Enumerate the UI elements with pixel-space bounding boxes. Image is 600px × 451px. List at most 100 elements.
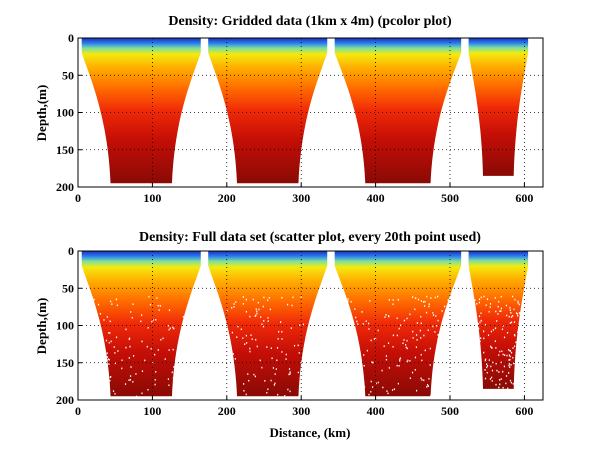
scatter-gap-point [306,331,308,334]
scatter-gap-point [490,365,492,368]
scatter-gap-point [453,385,455,388]
scatter-gap-point [313,366,315,369]
scatter-gap-point [218,343,220,346]
scatter-gap-point [508,359,510,361]
scatter-gap-point [281,351,283,353]
scatter-gap-point [374,338,377,340]
scatter-gap-point [173,366,175,368]
scatter-gap-point [517,331,519,334]
scatter-gap-point [498,300,500,303]
scatter-gap-point [478,315,481,318]
scatter-gap-point [192,314,194,317]
scatter-gap-point [278,330,280,333]
scatter-gap-point [219,319,221,321]
scatter-gap-point [231,366,234,369]
scatter-gap-point [479,385,481,388]
scatter-gap-point [318,354,320,357]
scatter-gap-point [224,321,227,323]
scatter-gap-point [172,377,175,379]
x-tick-label: 100 [143,404,161,418]
scatter-gap-point [95,336,97,338]
scatter-gap-point [223,379,225,382]
scatter-gap-point [479,364,482,366]
scatter-gap-point [469,368,472,371]
scatter-gap-point [392,299,394,301]
scatter-gap-point [494,297,496,299]
scatter-gap-point [371,361,373,363]
scatter-gap-point [510,321,513,324]
scatter-gap-point [197,384,199,387]
scatter-gap-point [521,303,524,306]
scatter-gap-point [313,383,315,385]
scatter-gap-point [191,308,193,311]
scatter-gap-point [510,316,513,318]
scatter-gap-point [255,314,257,317]
scatter-gap-point [421,379,423,381]
scatter-gap-point [110,300,112,303]
scatter-gap-point [398,364,400,367]
scatter-gap-point [416,322,418,324]
scatter-gap-point [349,344,352,346]
scatter-gap-point [86,362,88,365]
scatter-gap-point [233,306,235,308]
scatter-gap-point [428,305,430,308]
scatter-gap-point [105,363,107,366]
scatter-gap-point [255,308,257,310]
scatter-gap-point [304,385,306,388]
scatter-gap-point [501,350,503,353]
scatter-gap-point [98,381,100,384]
scatter-gap-point [299,370,302,373]
scatter-gap-point [412,296,414,298]
scatter-gap-point [251,338,253,340]
scatter-gap-point [375,382,377,385]
scatter-gap-point [513,362,515,365]
scatter-gap-point [441,310,443,312]
x-tick-label: 500 [441,191,459,205]
scatter-gap-point [289,390,291,393]
scatter-gap-point [429,347,431,350]
scatter-gap-point [509,355,511,358]
scatter-gap-point [314,307,316,310]
scatter-gap-point [474,368,476,370]
scatter-gap-point [152,319,154,321]
scatter-gap-point [520,312,522,315]
scatter-gap-point [191,324,193,327]
density-section-2 [208,251,328,397]
scatter-gap-point [146,345,148,348]
scatter-gap-point [392,345,394,348]
scatter-gap-point [477,333,479,336]
scatter-gap-point [399,360,401,362]
scatter-gap-point [129,375,132,377]
scatter-gap-point [267,317,269,319]
scatter-gap-point [518,303,520,306]
scatter-gap-point [371,386,374,388]
scatter-gap-point [129,345,131,348]
scatter-gap-point [388,315,390,318]
scatter-gap-point [96,330,99,333]
scatter-gap-point [157,304,159,307]
scatter-gap-point [512,347,514,349]
scatter-gap-point [88,343,90,346]
scatter-gap-point [518,378,521,381]
scatter-gap-point [363,354,365,356]
scatter-gap-point [436,393,438,396]
scatter-gap-point [114,362,116,365]
scatter-gap-point [89,303,91,306]
scatter-gap-point [240,328,242,331]
scatter-gap-point [407,359,409,362]
scatter-gap-point [438,338,440,341]
scatter-gap-point [348,328,350,330]
scatter-gap-point [409,377,411,380]
scatter-gap-point [457,311,459,313]
scatter-gap-point [91,323,93,325]
grid-gridded [78,38,543,187]
scatter-gap-point [476,340,478,343]
scatter-gap-point [457,324,459,327]
scatter-gap-point [264,380,266,382]
scatter-gap-point [343,331,345,334]
scatter-gap-point [377,381,379,384]
scatter-gap-point [427,329,429,331]
scatter-gap-point [437,295,439,298]
scatter-gap-point [247,373,249,375]
scatter-gap-point [505,382,507,385]
